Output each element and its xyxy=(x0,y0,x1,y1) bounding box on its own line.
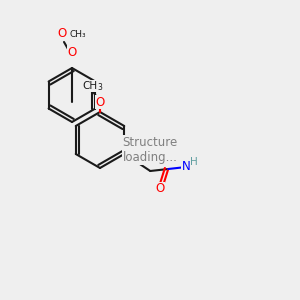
Text: N: N xyxy=(182,160,190,173)
Text: O: O xyxy=(128,152,137,166)
Text: CH₃: CH₃ xyxy=(69,30,85,39)
Text: H: H xyxy=(190,157,198,167)
Text: O: O xyxy=(68,46,76,59)
Text: O: O xyxy=(156,182,165,196)
Text: 3: 3 xyxy=(97,83,102,92)
Text: Structure
loading...: Structure loading... xyxy=(122,136,178,164)
Text: O: O xyxy=(57,27,67,40)
Text: CH: CH xyxy=(82,81,98,91)
Text: O: O xyxy=(95,95,105,109)
